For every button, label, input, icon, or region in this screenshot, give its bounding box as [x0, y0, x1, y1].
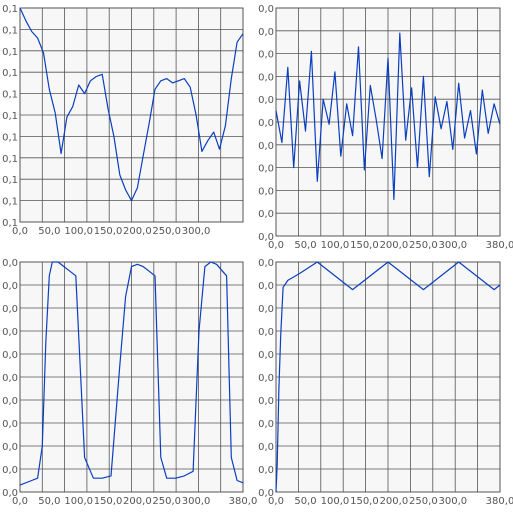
y-tick-label: 0,0 [258, 141, 274, 152]
x-tick-label: 150,0 [94, 226, 123, 237]
y-tick-label: 0,1 [2, 132, 18, 143]
y-tick-label: 0,1 [2, 154, 18, 165]
y-tick-label: 0,0 [2, 442, 18, 453]
y-tick-label: 0,0 [258, 258, 274, 269]
y-tick-label: 0,0 [2, 419, 18, 430]
y-tick-label: 0,1 [2, 111, 18, 122]
x-tick-label: 50,0 [38, 496, 60, 507]
y-tick-label: 0,0 [258, 465, 274, 476]
y-tick-label: 0,0 [258, 350, 274, 361]
y-tick-label: 0,1 [2, 68, 18, 79]
chart-panel-1: 0,10,10,10,10,10,10,10,10,10,10,10,0 50,0… [2, 4, 244, 237]
x-tick-label: 100,0 [64, 226, 93, 237]
y-tick-label: 0,0 [258, 95, 274, 106]
y-tick-label: 0,0 [258, 164, 274, 175]
y-tick-label: 0,0 [258, 4, 274, 15]
x-tick-label: 250,0 [152, 226, 181, 237]
chart-panel-3: 0,00,00,00,00,00,00,00,00,00,00,00,0 50,0… [2, 258, 257, 507]
x-tick-label: 150,0 [350, 240, 379, 251]
y-tick-label: 0,1 [2, 175, 18, 186]
y-tick-label: 0,0 [258, 442, 274, 453]
y-tick-label: 0,0 [258, 396, 274, 407]
y-tick-label: 0,0 [2, 304, 18, 315]
y-tick-label: 0,1 [2, 4, 18, 15]
y-tick-label: 0,0 [258, 327, 274, 338]
y-tick-label: 0,0 [258, 373, 274, 384]
y-tick-label: 0,0 [258, 72, 274, 83]
x-tick-label: 0,0 [268, 240, 284, 251]
x-tick-label: 200,0 [380, 496, 409, 507]
x-tick-label: 300,0 [182, 496, 211, 507]
x-tick-label: 100,0 [321, 496, 350, 507]
y-tick-label: 0,0 [2, 281, 18, 292]
x-tick-label: 50,0 [294, 496, 316, 507]
x-tick-label: 300,0 [439, 496, 468, 507]
x-tick-label: 300,0 [182, 226, 211, 237]
series-line-1 [275, 261, 501, 493]
x-tick-label: 380,0 [229, 496, 258, 507]
y-tick-label: 0,0 [2, 327, 18, 338]
x-tick-label: 150,0 [94, 496, 123, 507]
x-tick-label: 50,0 [38, 226, 60, 237]
y-tick-label: 0,1 [2, 47, 18, 58]
x-tick-label: 200,0 [123, 496, 152, 507]
x-tick-label: 0,0 [268, 496, 284, 507]
y-tick-label: 0,0 [2, 488, 18, 499]
chart-panel-4: 0,00,00,00,00,00,00,00,00,00,00,00,0 50,0… [258, 258, 513, 507]
y-tick-label: 0,0 [258, 186, 274, 197]
y-tick-label: 0,0 [258, 304, 274, 315]
x-tick-label: 250,0 [409, 240, 438, 251]
x-tick-label: 0,0 [12, 226, 28, 237]
y-tick-label: 0,0 [258, 209, 274, 220]
series-line-1 [19, 7, 244, 202]
y-tick-label: 0,0 [258, 118, 274, 129]
y-tick-label: 0,0 [258, 419, 274, 430]
y-tick-label: 0,0 [258, 488, 274, 499]
x-tick-label: 100,0 [321, 240, 350, 251]
series-line-1 [19, 261, 244, 486]
x-tick-label: 50,0 [294, 240, 316, 251]
y-tick-label: 0,0 [258, 27, 274, 38]
x-tick-label: 250,0 [152, 496, 181, 507]
x-tick-label: 250,0 [409, 496, 438, 507]
chart-panel-2: 0,00,00,00,00,00,00,00,00,00,00,00,0 50,0… [258, 4, 513, 251]
y-tick-label: 0,1 [2, 25, 18, 36]
x-tick-label: 200,0 [123, 226, 152, 237]
x-tick-label: 200,0 [380, 240, 409, 251]
y-tick-label: 0,0 [258, 50, 274, 61]
x-tick-label: 100,0 [64, 496, 93, 507]
y-tick-label: 0,0 [2, 465, 18, 476]
x-tick-label: 150,0 [350, 496, 379, 507]
x-tick-label: 0,0 [12, 496, 28, 507]
y-tick-label: 0,0 [2, 396, 18, 407]
y-tick-label: 0,1 [2, 90, 18, 101]
y-tick-label: 0,1 [2, 218, 18, 229]
y-tick-label: 0,0 [2, 373, 18, 384]
y-tick-label: 0,0 [2, 258, 18, 269]
y-tick-label: 0,1 [2, 197, 18, 208]
series-line-1 [275, 32, 501, 201]
x-tick-label: 380,0 [486, 240, 513, 251]
x-tick-label: 300,0 [439, 240, 468, 251]
x-tick-label: 380,0 [486, 496, 513, 507]
y-tick-label: 0,0 [258, 281, 274, 292]
y-tick-label: 0,0 [258, 232, 274, 243]
y-tick-label: 0,0 [2, 350, 18, 361]
